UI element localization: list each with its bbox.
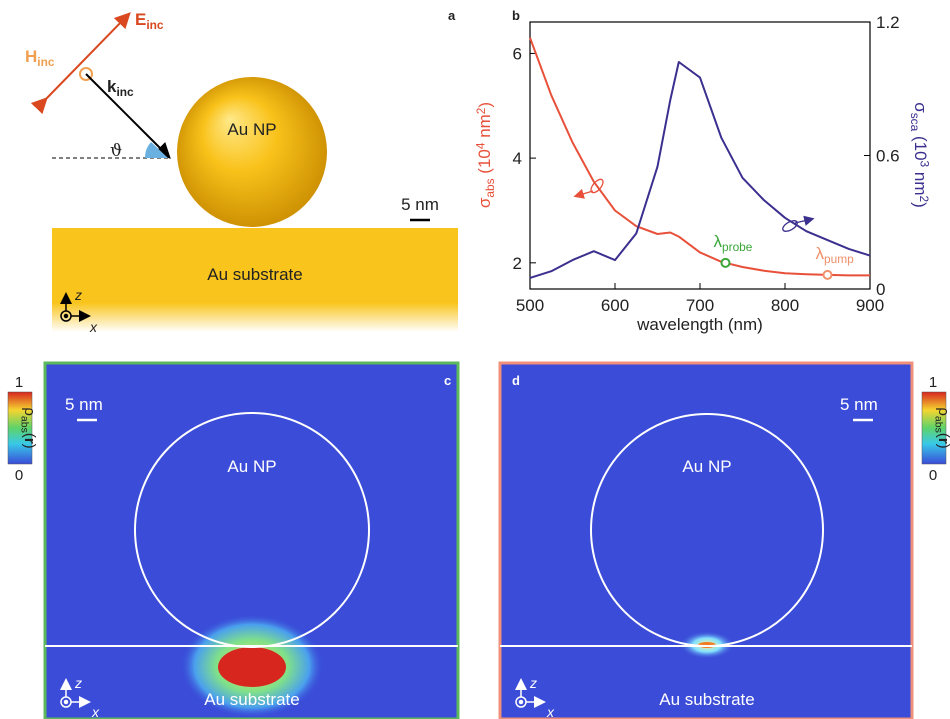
colorbar-label: ρabs(r) xyxy=(18,407,38,448)
panel-c: c 5 nm Au NP Au substrate z x 1 ρabs(r) … xyxy=(8,363,458,719)
colorbar-min: 0 xyxy=(929,467,937,484)
axis-label: z xyxy=(74,287,82,303)
scale-label: 5 nm xyxy=(65,395,103,414)
text-segment: inc xyxy=(37,55,55,69)
text-segment: ) xyxy=(21,444,38,449)
text-segment: σ xyxy=(475,197,494,208)
text-segment: ρ xyxy=(21,407,38,416)
text-segment: (10 xyxy=(475,149,494,178)
substrate-label: Au substrate xyxy=(207,265,302,284)
marker-label: λprobe xyxy=(714,232,753,254)
substrate-label: Au substrate xyxy=(659,690,754,709)
text-segment: ) xyxy=(935,444,950,449)
y-tick-label: 2 xyxy=(513,254,522,273)
scale-label: 5 nm xyxy=(840,395,878,414)
text-segment: abs xyxy=(18,416,30,433)
text-segment: (10 xyxy=(911,131,930,160)
marker xyxy=(824,271,832,279)
y-tick-label: 6 xyxy=(513,44,522,63)
panel-d: d 5 nm Au NP Au substrate z x 1 ρabs(r) … xyxy=(500,363,950,719)
x-tick-label: 500 xyxy=(516,296,544,315)
hotspot xyxy=(218,647,286,687)
panel-label: c xyxy=(444,373,451,388)
text-segment: ) xyxy=(475,102,494,108)
y2-tick-label: 0 xyxy=(876,280,885,299)
y2-tick-label: 1.2 xyxy=(876,13,900,32)
scale-label: 5 nm xyxy=(401,195,439,214)
angle-label: ϑ xyxy=(110,141,122,161)
h-label: Hinc xyxy=(25,47,55,69)
x-axis-title: wavelength (nm) xyxy=(636,315,763,334)
y2-tick-label: 0.6 xyxy=(876,147,900,166)
marker xyxy=(722,259,730,267)
particle-label: Au NP xyxy=(227,457,276,476)
field-map xyxy=(500,363,912,719)
panel-a: a Einc Hinc kinc ϑ Au NP 5 nm Au substra… xyxy=(25,8,458,335)
x-tick-label: 600 xyxy=(601,296,629,315)
text-segment: ) xyxy=(911,202,930,208)
y2-axis-title: σsca (103 nm2) xyxy=(908,102,931,208)
panel-label: b xyxy=(512,8,520,23)
axis-label: z xyxy=(529,675,537,691)
text-segment: σ xyxy=(911,102,930,113)
panel-label: a xyxy=(448,8,456,23)
text-segment: inc xyxy=(116,85,134,99)
axis-label: x xyxy=(91,704,100,719)
text-segment: abs xyxy=(483,178,497,197)
text-segment: abs xyxy=(932,416,944,433)
panel-label: d xyxy=(512,373,520,388)
y-axis-title: σabs (104 nm2) xyxy=(474,102,497,208)
y-tick-label: 4 xyxy=(513,149,522,168)
x-tick-label: 700 xyxy=(686,296,714,315)
text-segment: nm xyxy=(911,167,930,195)
text-segment: sca xyxy=(908,113,922,132)
axis-label: x xyxy=(89,319,98,335)
axis-label: z xyxy=(74,675,82,691)
panel-b: b wavelength (nm) σabs (104 nm2) σsca (1… xyxy=(474,8,932,334)
e-label: Einc xyxy=(135,10,164,32)
axis-label: x xyxy=(546,704,555,719)
text-segment: H xyxy=(25,47,37,66)
particle-label: Au NP xyxy=(227,120,276,139)
x-tick-label: 800 xyxy=(771,296,799,315)
marker-label: λpump xyxy=(816,244,855,266)
text-segment: E xyxy=(135,10,146,29)
nanoparticle xyxy=(177,77,327,227)
text-segment: probe xyxy=(722,240,753,254)
colorbar-min: 0 xyxy=(15,467,23,484)
text-segment: pump xyxy=(824,252,854,266)
data-line xyxy=(530,38,870,276)
colorbar-max: 1 xyxy=(929,374,937,391)
k-label: kinc xyxy=(107,77,134,99)
text-segment: inc xyxy=(146,18,164,32)
particle-label: Au NP xyxy=(682,457,731,476)
colorbar-max: 1 xyxy=(15,374,23,391)
figure: a Einc Hinc kinc ϑ Au NP 5 nm Au substra… xyxy=(0,0,950,719)
text-segment: ρ xyxy=(935,407,950,416)
substrate-label: Au substrate xyxy=(204,690,299,709)
text-segment: nm xyxy=(475,114,494,142)
